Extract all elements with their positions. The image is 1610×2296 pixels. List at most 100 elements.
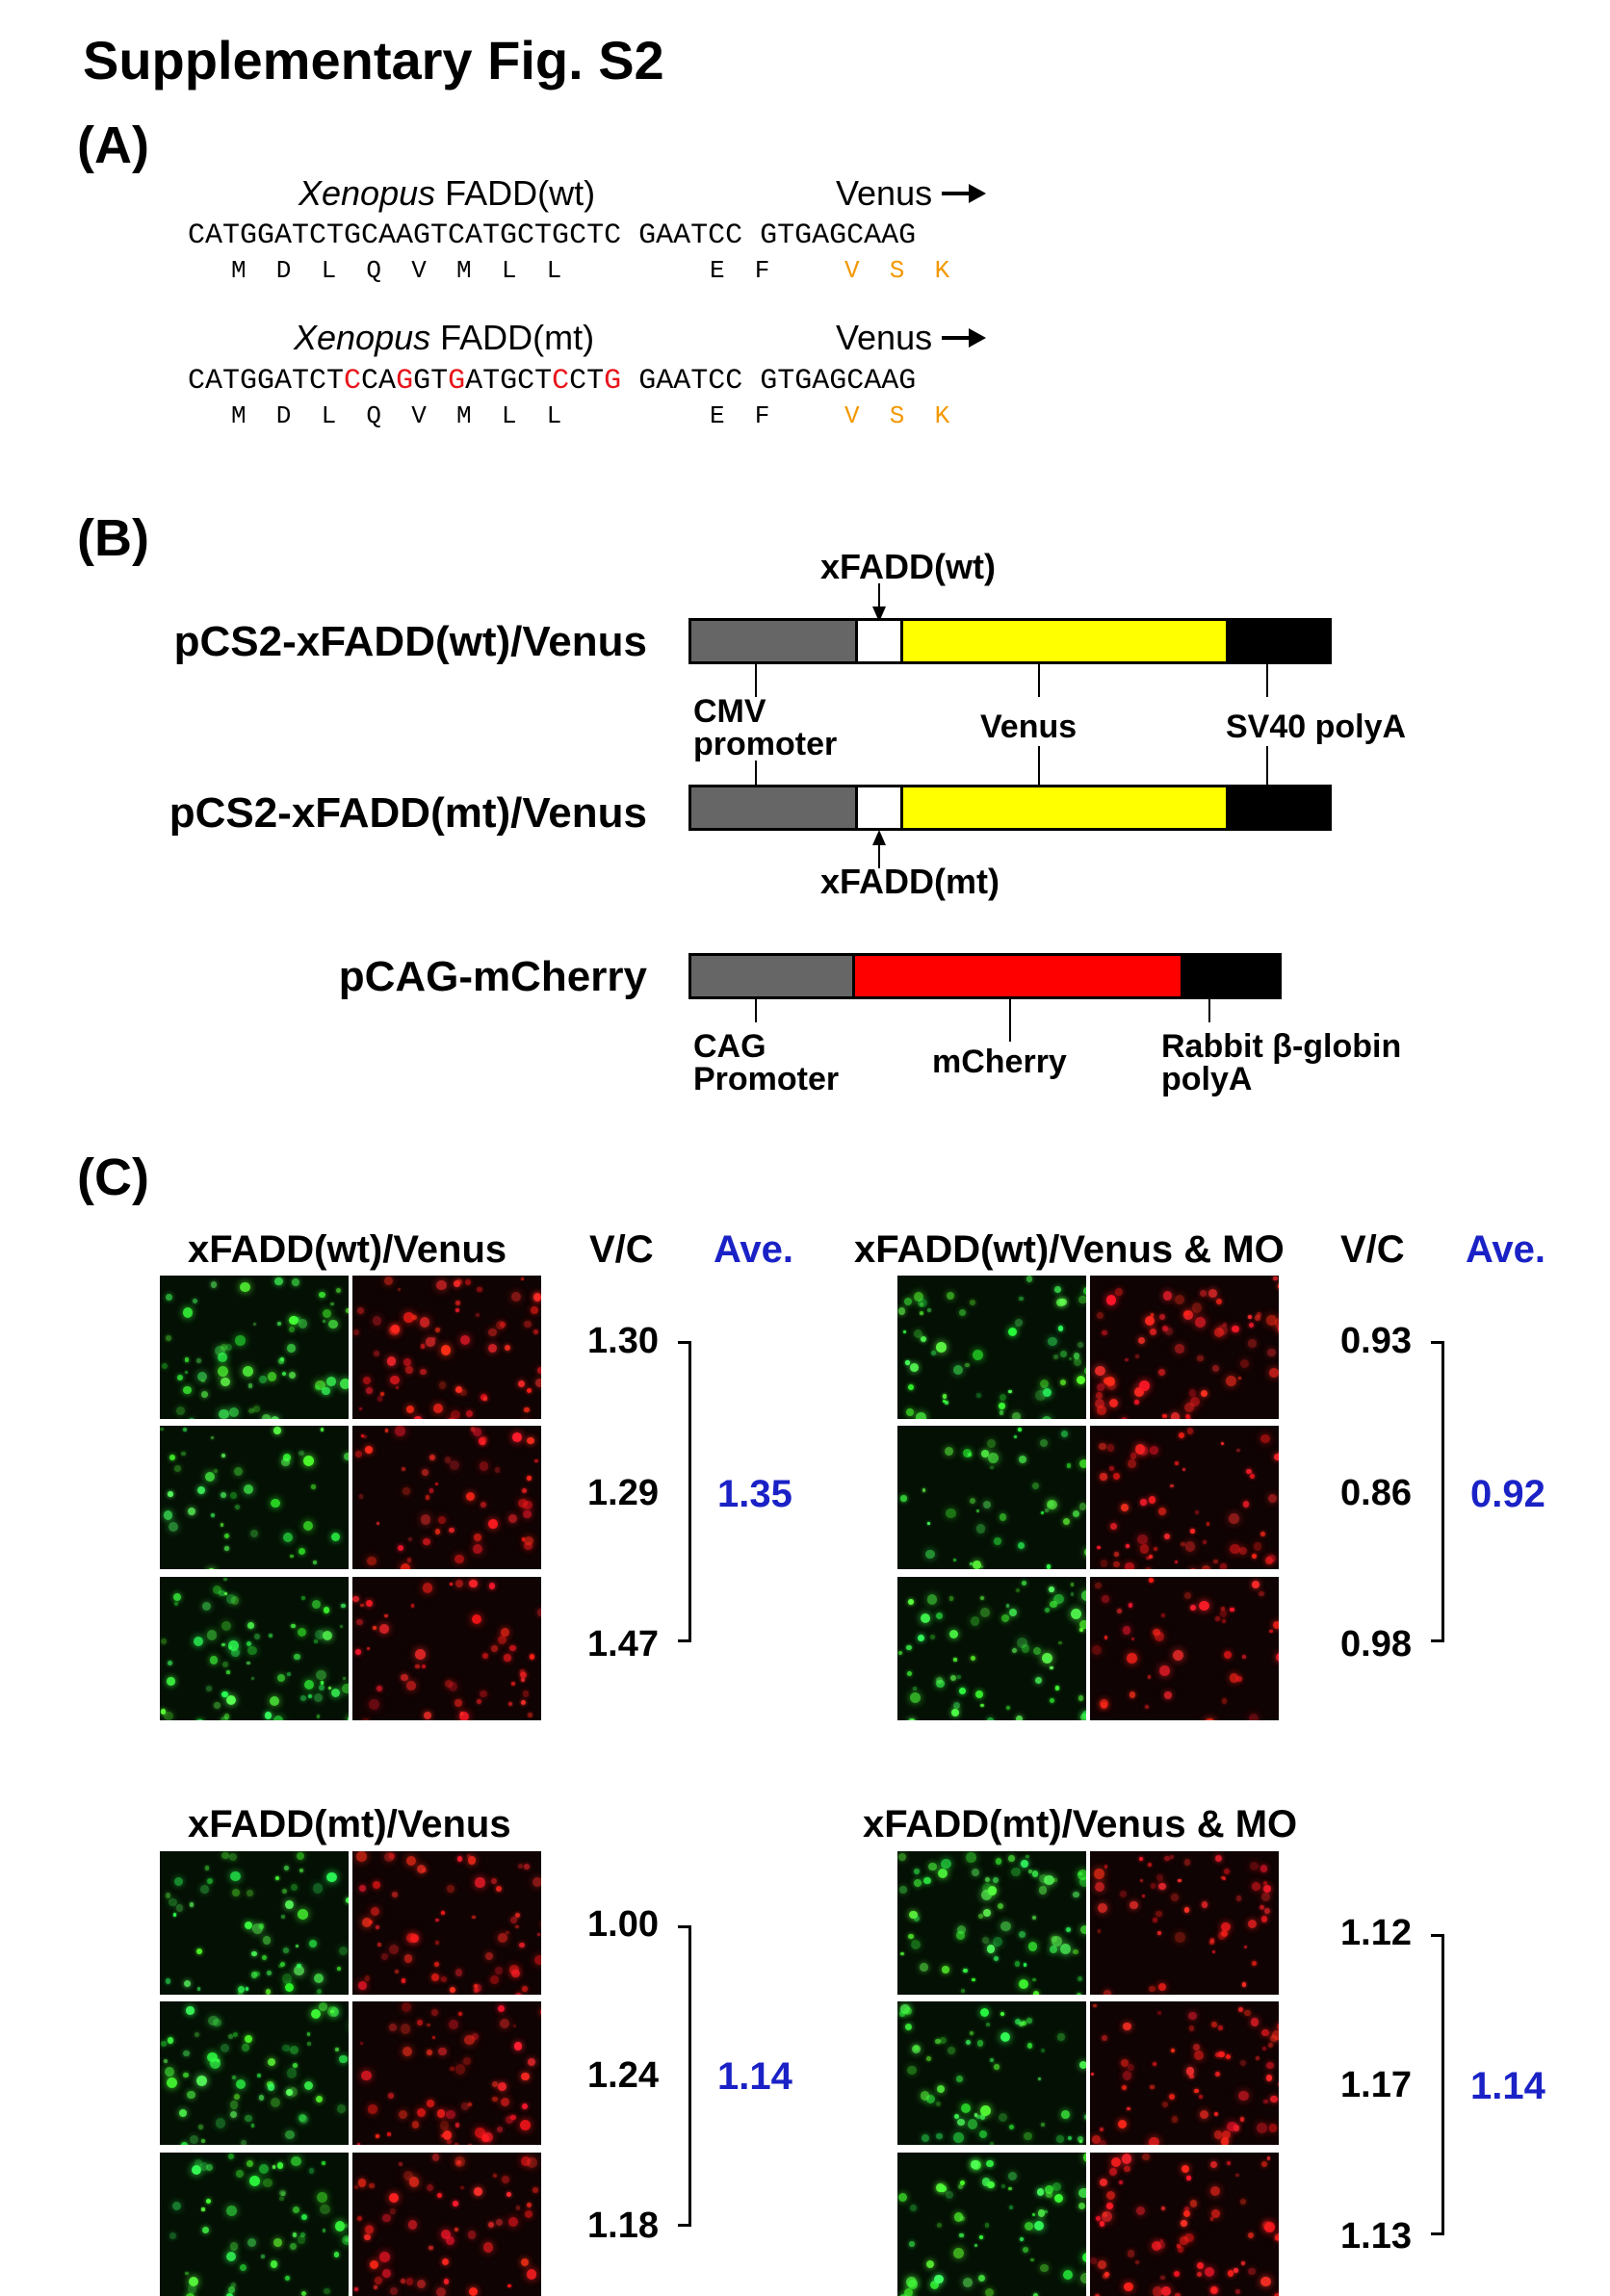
ave-header: Ave.: [1466, 1228, 1546, 1271]
rabbit-label: Rabbit β-globin: [1161, 1028, 1402, 1065]
average-value: 0.92: [1470, 1473, 1545, 1515]
venus-image: [897, 1851, 1086, 1995]
bracket: [1431, 1341, 1444, 1642]
cmv-promoter-segment: [691, 787, 855, 828]
vc-value: 0.98: [1340, 1624, 1412, 1664]
venus-image: [160, 2153, 349, 2296]
wt-sequence-heading: Xenopus FADD(wt): [299, 173, 596, 213]
image-grid-3: [160, 1851, 541, 2296]
mcherry-image: [1090, 2153, 1279, 2296]
construct-2-name: pCS2-xFADD(mt)/Venus: [169, 789, 647, 837]
average-value: 1.35: [717, 1473, 792, 1515]
cag-promoter-segment: [691, 956, 855, 996]
bracket: [1431, 1934, 1444, 2235]
group-4-label: xFADD(mt)/Venus & MO: [863, 1803, 1298, 1845]
average-value: 1.14: [717, 2055, 792, 2098]
wt-dna-sequence: CATGGATCTGCAAGTCATGCTGCTC GAATCC GTGAGCA…: [188, 219, 917, 252]
xfadd-mt-label: xFADD(mt): [820, 862, 1000, 901]
venus-image: [160, 1426, 349, 1569]
construct-1-bar: [688, 618, 1332, 664]
construct-3-name: pCAG-mCherry: [338, 953, 647, 1000]
mcherry-image: [352, 2153, 541, 2296]
group-1-label: xFADD(wt)/Venus: [188, 1228, 507, 1271]
mcherry-segment: [855, 956, 1181, 996]
vc-value: 1.12: [1340, 1913, 1412, 1953]
panel-c-label: (C): [77, 1148, 149, 1206]
vc-header: V/C: [589, 1228, 654, 1271]
figure-title: Supplementary Fig. S2: [83, 30, 664, 90]
mcherry-image: [1090, 1851, 1279, 1995]
mt-aa-sequence-venus: V S K: [844, 401, 950, 430]
wt-aa-sequence-venus: V S K: [844, 256, 950, 285]
mcherry-image: [1090, 1577, 1279, 1720]
venus-image: [897, 1426, 1086, 1569]
sv40-label: SV40 polyA: [1226, 709, 1407, 745]
mt-aa-sequence-1: M D L Q V M L L: [231, 401, 562, 430]
average-value: 1.14: [1470, 2065, 1545, 2107]
panel-a-label: (A): [77, 116, 149, 174]
venus-image: [897, 1276, 1086, 1419]
arrow-right-icon: [942, 328, 987, 348]
venus-segment: [903, 787, 1229, 828]
arrow-down-icon: [872, 583, 886, 622]
venus-label: Venus: [980, 709, 1078, 745]
vc-value: 1.47: [587, 1624, 659, 1664]
construct-2-bar: [688, 785, 1332, 831]
panel-b-label: (B): [77, 509, 149, 567]
mcherry-image: [1090, 1276, 1279, 1419]
arrow-right-icon: [942, 184, 987, 203]
mt-aa-sequence-2: E F: [710, 401, 770, 430]
vc-value: 1.29: [587, 1473, 659, 1513]
rabbit-polya-segment: [1181, 956, 1279, 996]
arrow-up-icon: [872, 830, 886, 868]
mcherry-image: [352, 1851, 541, 1995]
wt-venus-heading: Venus: [836, 173, 987, 214]
mt-dna-sequence: CATGGATCTCCAGGTGATGCTCCTG GAATCC GTGAGCA…: [188, 365, 917, 398]
wt-aa-sequence-1: M D L Q V M L L: [231, 256, 562, 285]
polya-label: polyA: [1161, 1061, 1253, 1097]
mcherry-image: [352, 1577, 541, 1720]
group-3-label: xFADD(mt)/Venus: [188, 1803, 511, 1845]
mcherry-image: [352, 1426, 541, 1569]
mt-sequence-heading: Xenopus FADD(mt): [294, 318, 595, 357]
vc-header: V/C: [1340, 1228, 1405, 1271]
mt-venus-heading: Venus: [836, 318, 987, 358]
vc-value: 1.00: [587, 1904, 659, 1945]
xfadd-insert-segment: [855, 787, 903, 828]
sv40-polya-segment: [1229, 787, 1329, 828]
vc-value: 1.30: [587, 1321, 659, 1361]
venus-image: [160, 1577, 349, 1720]
xfadd-wt-label: xFADD(wt): [820, 547, 996, 586]
bracket: [678, 1341, 691, 1642]
construct-1-name: pCS2-xFADD(wt)/Venus: [173, 618, 647, 665]
vc-value: 1.13: [1340, 2216, 1412, 2257]
promoter-label: promoter: [693, 726, 838, 762]
vc-value: 1.18: [587, 2206, 659, 2246]
vc-value: 0.93: [1340, 1321, 1412, 1361]
cag-promoter-label: Promoter: [693, 1061, 840, 1097]
cag-label: CAG: [693, 1028, 766, 1065]
mcherry-image: [352, 1276, 541, 1419]
wt-aa-sequence-2: E F: [710, 256, 770, 285]
mcherry-label: mCherry: [932, 1044, 1067, 1080]
mcherry-image: [1090, 1426, 1279, 1569]
venus-image: [897, 1577, 1086, 1720]
venus-image: [897, 2153, 1086, 2296]
construct-3-bar: [688, 953, 1282, 999]
cmv-label: CMV: [693, 693, 766, 730]
venus-image: [160, 2001, 349, 2145]
vc-value: 1.24: [587, 2055, 659, 2096]
bracket: [678, 1925, 691, 2227]
vc-value: 1.17: [1340, 2065, 1412, 2105]
xfadd-insert-segment: [855, 621, 903, 661]
venus-image: [897, 2001, 1086, 2145]
venus-image: [160, 1276, 349, 1419]
image-grid-2: [897, 1276, 1279, 1720]
cmv-promoter-segment: [691, 621, 855, 661]
image-grid-1: [160, 1276, 541, 1720]
mcherry-image: [352, 2001, 541, 2145]
venus-segment: [903, 621, 1229, 661]
venus-image: [160, 1851, 349, 1995]
sv40-polya-segment: [1229, 621, 1329, 661]
group-2-label: xFADD(wt)/Venus & MO: [854, 1228, 1285, 1271]
